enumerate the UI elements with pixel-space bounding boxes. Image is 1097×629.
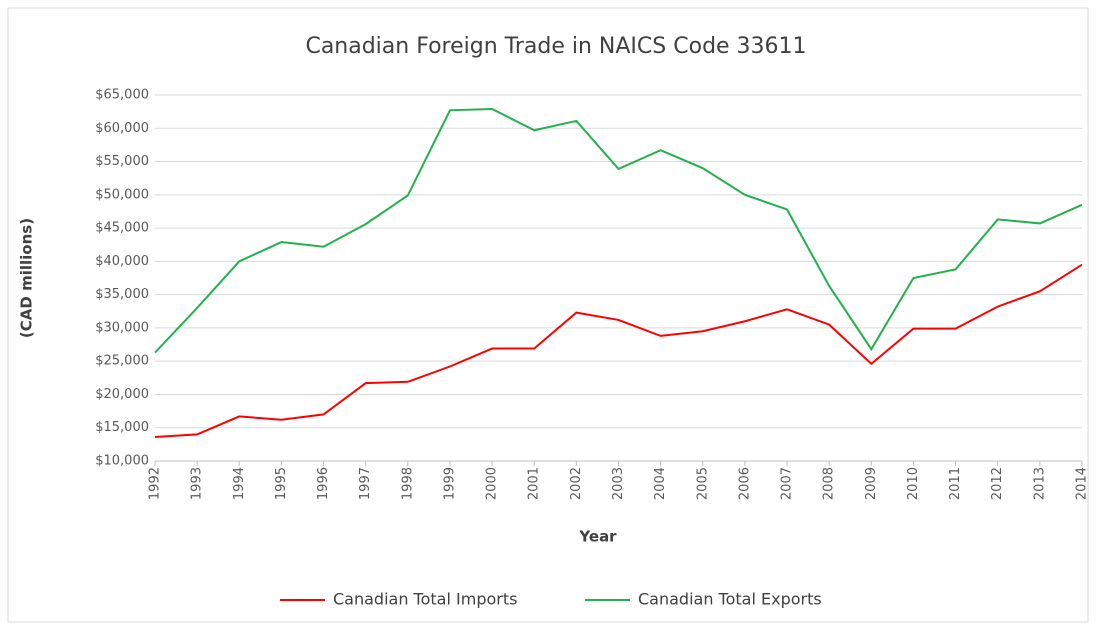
legend-label: Canadian Total Exports bbox=[638, 590, 822, 609]
x-tick-label: 2000 bbox=[485, 467, 500, 500]
x-tick-label: 1997 bbox=[358, 467, 373, 500]
y-tick-label: $35,000 bbox=[95, 287, 149, 302]
y-tick-label: $65,000 bbox=[95, 88, 149, 103]
y-tick-label: $40,000 bbox=[95, 254, 149, 269]
chart-frame bbox=[7, 7, 1089, 623]
x-tick-label: 2004 bbox=[653, 467, 668, 500]
chart-title: Canadian Foreign Trade in NAICS Code 336… bbox=[305, 34, 806, 59]
x-tick-label: 2005 bbox=[695, 467, 710, 500]
x-tick-label: 1995 bbox=[274, 467, 289, 500]
x-tick-label: 2011 bbox=[948, 467, 963, 500]
x-tick-label: 1996 bbox=[316, 467, 331, 500]
x-axis-label: Year bbox=[578, 528, 617, 546]
y-tick-label: $20,000 bbox=[95, 387, 149, 402]
y-tick-label: $55,000 bbox=[95, 154, 149, 169]
legend-label: Canadian Total Imports bbox=[333, 590, 517, 609]
line-series bbox=[154, 107, 1083, 354]
x-tick-label: 2010 bbox=[906, 467, 921, 500]
x-tick-label: 2003 bbox=[611, 467, 626, 500]
x-tick-label: 2008 bbox=[822, 467, 837, 500]
y-tick-label: $25,000 bbox=[95, 354, 149, 369]
x-tick-label: 1998 bbox=[400, 467, 415, 500]
x-tick-label: 1992 bbox=[148, 467, 163, 500]
x-tick-label: 2002 bbox=[569, 467, 584, 500]
x-tick-label: 2007 bbox=[780, 467, 795, 500]
y-tick-label: $10,000 bbox=[95, 454, 149, 469]
x-tick-label: 1994 bbox=[232, 467, 247, 500]
x-tick-label: 2001 bbox=[527, 467, 542, 500]
x-tick-label: 2014 bbox=[1075, 467, 1090, 500]
y-tick-label: $45,000 bbox=[95, 221, 149, 236]
y-tick-label: $50,000 bbox=[95, 187, 149, 202]
y-tick-label: $60,000 bbox=[95, 121, 149, 136]
y-tick-label: $30,000 bbox=[95, 320, 149, 335]
x-tick-label: 2009 bbox=[864, 467, 879, 500]
y-tick-label: $15,000 bbox=[95, 420, 149, 435]
x-tick-label: 2006 bbox=[737, 467, 752, 500]
y-axis-label: (CAD millions) bbox=[18, 218, 36, 338]
x-tick-label: 1999 bbox=[442, 467, 457, 500]
x-tick-label: 2012 bbox=[990, 467, 1005, 500]
x-tick-label: 1993 bbox=[190, 467, 205, 500]
line-series bbox=[154, 263, 1083, 439]
x-tick-label: 2013 bbox=[1032, 467, 1047, 500]
